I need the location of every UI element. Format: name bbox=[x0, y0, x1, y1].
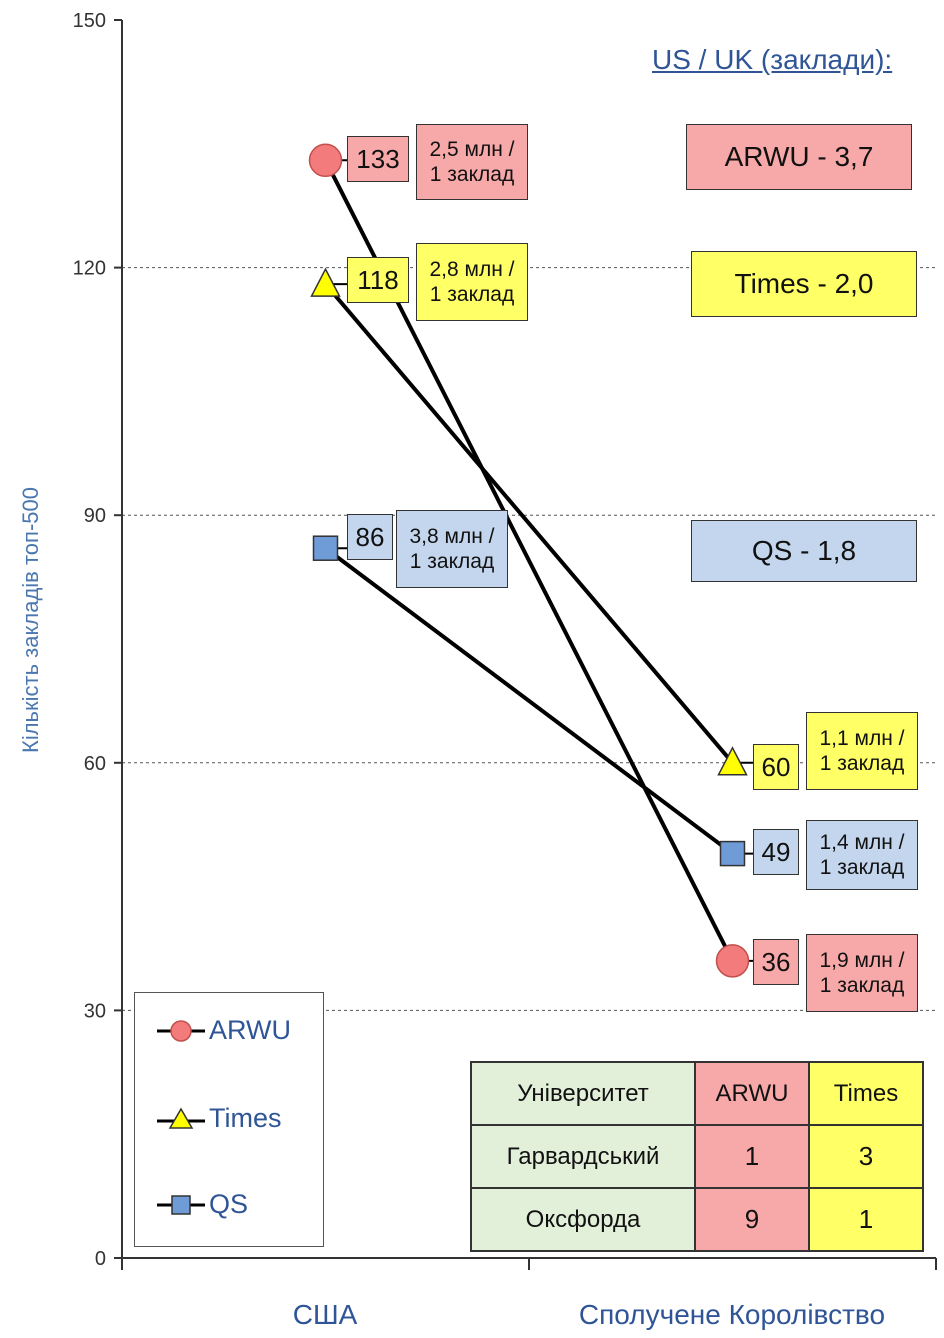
legend-label: ARWU bbox=[209, 1015, 292, 1045]
table-header-cell: Times bbox=[808, 1061, 924, 1126]
legend-swatch-triangle bbox=[157, 1107, 205, 1129]
note-line: 2,5 млн / bbox=[429, 138, 515, 161]
table-cell: Гарвардський bbox=[470, 1124, 696, 1189]
axes bbox=[114, 19, 937, 1270]
note-line: 1,1 млн / bbox=[819, 727, 905, 750]
note-qs-us: 3,8 млн / 1 заклад bbox=[396, 510, 508, 588]
data-point-arwu-uk bbox=[715, 944, 750, 978]
data-point-qs-uk bbox=[719, 840, 746, 867]
series-markers bbox=[308, 143, 750, 978]
y-tick-label: 30 bbox=[84, 1000, 106, 1022]
note-line: 3,8 млн / bbox=[409, 525, 495, 548]
gridlines bbox=[122, 267, 936, 1011]
legend: ARWU Times QS bbox=[134, 992, 324, 1247]
data-label-arwu-uk: 36 bbox=[753, 939, 799, 985]
legend-swatch-circle bbox=[157, 1019, 205, 1042]
note-line: 1 заклад bbox=[429, 283, 515, 306]
note-line: 1 заклад bbox=[429, 163, 515, 186]
table-header-cell: ARWU bbox=[694, 1061, 810, 1126]
legend-item-arwu: ARWU bbox=[155, 1015, 291, 1046]
data-point-times-uk bbox=[717, 746, 748, 776]
y-tick-label: 60 bbox=[84, 753, 106, 775]
note-line: 2,8 млн / bbox=[429, 258, 515, 281]
data-label-times-uk: 60 bbox=[753, 744, 799, 790]
note-arwu-us: 2,5 млн / 1 заклад bbox=[416, 124, 528, 200]
y-tick-labels: 0 30 60 90 120 150 bbox=[73, 10, 106, 1270]
data-point-times-us bbox=[310, 267, 341, 297]
ranking-table: Університет ARWU Times Гарвардський 1 3 … bbox=[470, 1061, 924, 1252]
data-label-arwu-us: 133 bbox=[347, 136, 409, 182]
legend-item-qs: QS bbox=[155, 1189, 248, 1220]
series-line-times bbox=[323, 282, 735, 765]
ratio-times: Times - 2,0 bbox=[691, 251, 917, 317]
ratio-arwu: ARWU - 3,7 bbox=[686, 124, 912, 190]
table-cell: Оксфорда bbox=[470, 1187, 696, 1252]
table-header-row: Університет ARWU Times bbox=[470, 1061, 924, 1126]
table-header-cell: Університет bbox=[470, 1061, 696, 1126]
y-tick-label: 150 bbox=[73, 10, 106, 32]
note-line: 1,9 млн / bbox=[819, 949, 905, 972]
note-line: 1 заклад bbox=[819, 752, 905, 775]
table-cell: 3 bbox=[808, 1124, 924, 1189]
note-times-uk: 1,1 млн / 1 заклад bbox=[806, 712, 918, 790]
data-point-qs-us bbox=[312, 535, 339, 561]
legend-swatch-square bbox=[157, 1194, 205, 1215]
series-line-qs bbox=[323, 546, 735, 856]
data-label-times-us: 118 bbox=[347, 257, 409, 303]
table-cell: 1 bbox=[808, 1187, 924, 1252]
table-row: Оксфорда 9 1 bbox=[470, 1187, 924, 1252]
data-label-qs-us: 86 bbox=[347, 514, 393, 560]
note-line: 1,4 млн / bbox=[819, 831, 905, 854]
table-cell: 1 bbox=[694, 1124, 810, 1189]
x-category-label-us: США bbox=[293, 1299, 358, 1330]
note-qs-uk: 1,4 млн / 1 заклад bbox=[806, 820, 918, 890]
y-tick-label: 120 bbox=[73, 258, 106, 280]
note-line: 1 заклад bbox=[409, 550, 495, 573]
y-tick-label: 0 bbox=[95, 1248, 106, 1270]
x-category-label-uk: Сполучене Королівство bbox=[579, 1299, 885, 1330]
table-cell: 9 bbox=[694, 1187, 810, 1252]
legend-label: Times bbox=[209, 1103, 282, 1133]
legend-item-times: Times bbox=[155, 1103, 282, 1134]
ratio-heading: US / UK (заклади): bbox=[652, 44, 893, 75]
data-label-qs-uk: 49 bbox=[753, 829, 799, 875]
note-line: 1 заклад bbox=[819, 856, 905, 879]
y-tick-label: 90 bbox=[84, 505, 106, 527]
y-axis-label: Кількість закладів топ-500 bbox=[18, 487, 43, 753]
note-arwu-uk: 1,9 млн / 1 заклад bbox=[806, 934, 918, 1012]
note-times-us: 2,8 млн / 1 заклад bbox=[416, 243, 528, 321]
legend-label: QS bbox=[209, 1189, 249, 1219]
data-point-arwu-us bbox=[308, 143, 343, 178]
ratio-qs: QS - 1,8 bbox=[691, 520, 917, 582]
table-row: Гарвардський 1 3 bbox=[470, 1124, 924, 1189]
note-line: 1 заклад bbox=[819, 974, 905, 997]
